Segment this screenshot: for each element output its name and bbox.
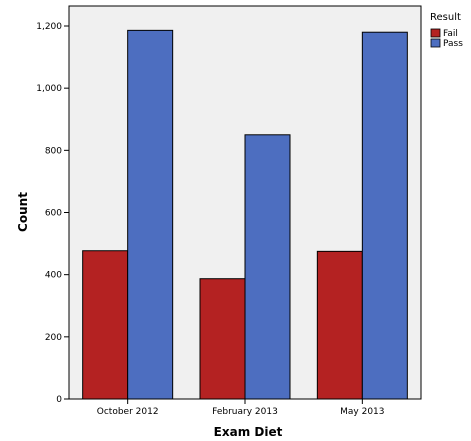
x-axis: October 2012 February 2013 May 2013 [97, 399, 385, 417]
y-tick-label: 200 [45, 333, 62, 343]
legend-label-pass: Pass [443, 39, 463, 49]
bar-fail-1 [199, 278, 246, 400]
y-tick-label: 400 [45, 271, 62, 281]
bar-pass-0 [127, 29, 174, 400]
y-tick-label: 800 [45, 146, 62, 156]
y-tick-label: 1,200 [36, 22, 62, 32]
y-tick-label: 600 [45, 209, 62, 219]
x-axis-title: Exam Diet [214, 425, 283, 439]
y-axis-title: Count [16, 192, 30, 232]
y-tick-label: 0 [56, 395, 62, 405]
legend-title: Result [430, 12, 461, 23]
y-axis: 0 200 400 600 800 1,000 1,200 [36, 22, 69, 405]
legend-label-fail: Fail [443, 29, 458, 39]
x-tick-label: May 2013 [340, 407, 384, 417]
legend-swatch-fail [430, 28, 441, 38]
bar-pass-2 [361, 31, 408, 400]
legend-swatch-pass [430, 38, 441, 48]
bar-fail-2 [316, 250, 363, 400]
bar-pass-1 [244, 134, 291, 400]
y-tick-label: 1,000 [36, 84, 62, 94]
x-tick-label: October 2012 [97, 407, 159, 417]
x-tick-label: February 2013 [212, 407, 278, 417]
bars [82, 29, 408, 400]
bar-fail-0 [82, 250, 129, 400]
